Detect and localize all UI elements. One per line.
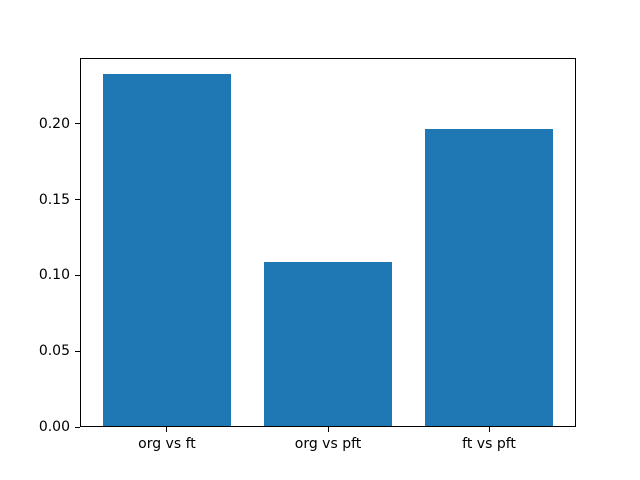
y-tick-label: 0.05 — [38, 343, 70, 360]
plot-area — [80, 57, 576, 428]
y-tick-label: 0.00 — [38, 419, 70, 436]
bar-ft-vs-pft — [424, 128, 554, 427]
y-tick-mark — [75, 274, 80, 276]
y-tick-mark — [75, 350, 80, 352]
x-tick-mark — [327, 427, 329, 433]
x-tick-mark — [166, 427, 168, 433]
y-tick-mark — [75, 426, 80, 428]
y-tick-mark — [75, 123, 80, 125]
y-tick-mark — [75, 199, 80, 201]
y-tick-label: 0.15 — [38, 191, 70, 208]
bar-org-vs-ft — [102, 74, 232, 427]
x-tick-label: org vs pft — [294, 436, 362, 453]
bar-org-vs-pft — [263, 262, 393, 427]
x-tick-label: ft vs pft — [462, 436, 516, 453]
y-tick-label: 0.10 — [38, 267, 70, 284]
y-tick-label: 0.20 — [38, 115, 70, 132]
x-tick-label: org vs ft — [138, 436, 196, 453]
x-tick-mark — [488, 427, 490, 433]
